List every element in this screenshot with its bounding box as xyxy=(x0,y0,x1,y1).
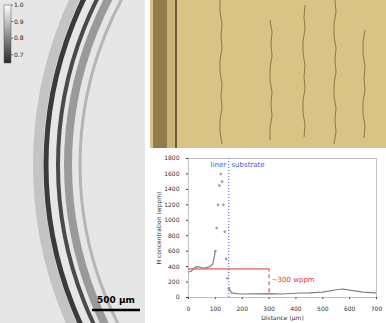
svg-text:1800: 1800 xyxy=(164,154,179,161)
svg-text:~300 wppm: ~300 wppm xyxy=(272,276,315,284)
svg-text:0: 0 xyxy=(176,293,180,300)
svg-text:400: 400 xyxy=(168,263,180,270)
svg-text:0.9: 0.9 xyxy=(14,18,24,25)
svg-text:Distance (µm): Distance (µm) xyxy=(261,314,304,322)
svg-text:substrate: substrate xyxy=(231,161,264,169)
svg-text:1400: 1400 xyxy=(164,185,179,192)
svg-text:700: 700 xyxy=(371,305,383,312)
svg-text:200: 200 xyxy=(236,305,248,312)
svg-text:liner: liner xyxy=(211,161,227,169)
svg-text:1000: 1000 xyxy=(164,216,179,223)
svg-text:1200: 1200 xyxy=(164,201,179,208)
svg-text:800: 800 xyxy=(168,232,180,239)
svg-text:0: 0 xyxy=(187,305,191,312)
svg-text:1600: 1600 xyxy=(164,170,179,177)
svg-text:0.7: 0.7 xyxy=(14,51,24,58)
svg-text:H concentration (wppm): H concentration (wppm) xyxy=(155,192,163,265)
svg-text:500 µm: 500 µm xyxy=(97,295,135,305)
svg-text:100: 100 xyxy=(210,305,222,312)
svg-text:400: 400 xyxy=(290,305,302,312)
svg-text:200: 200 xyxy=(168,278,180,285)
svg-text:600: 600 xyxy=(168,247,180,254)
svg-text:600: 600 xyxy=(344,305,356,312)
svg-text:1.0: 1.0 xyxy=(14,1,24,8)
svg-text:500: 500 xyxy=(317,305,329,312)
svg-text:300: 300 xyxy=(263,305,275,312)
svg-text:0.8: 0.8 xyxy=(14,34,24,41)
